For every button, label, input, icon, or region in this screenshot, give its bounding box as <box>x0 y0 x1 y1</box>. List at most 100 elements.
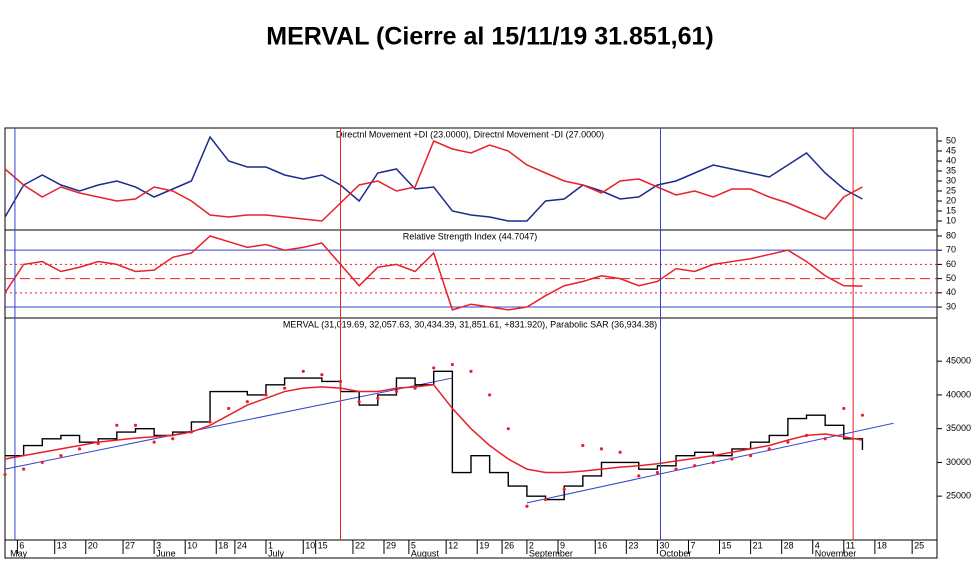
series-line <box>4 140 863 222</box>
y-tick-label: 25 <box>946 185 956 195</box>
month-label: September <box>529 548 573 558</box>
x-tick-label: 4 <box>815 540 820 550</box>
y-tick-label: 30000 <box>946 457 971 467</box>
sar-dot <box>115 423 119 427</box>
x-tick-label: 5 <box>411 540 416 550</box>
sar-dot <box>842 406 846 411</box>
y-tick-label: 40 <box>946 155 956 165</box>
sar-dot <box>767 447 771 451</box>
trend-line <box>4 377 453 470</box>
x-tick-label: 10 <box>305 540 315 550</box>
y-tick-label: 15 <box>946 205 956 215</box>
y-tick-label: 35000 <box>946 423 971 433</box>
y-tick-label: 40 <box>946 287 956 297</box>
month-label: July <box>268 548 285 558</box>
x-tick-label: 16 <box>597 540 607 550</box>
sar-dot <box>693 464 697 468</box>
sar-dot <box>711 460 715 465</box>
sar-dot <box>413 386 417 390</box>
sar-dot <box>171 437 175 441</box>
x-tick-label: 3 <box>156 540 161 550</box>
y-tick-label: 30 <box>946 175 956 185</box>
x-tick-label: 18 <box>218 540 228 550</box>
sar-dot <box>599 447 604 451</box>
x-tick-label: 18 <box>877 540 887 550</box>
sar-dot <box>40 460 44 465</box>
sar-dot <box>152 440 156 444</box>
sar-dot <box>860 413 865 417</box>
x-tick-label: 21 <box>753 540 763 550</box>
series-line <box>4 384 863 474</box>
sar-dot <box>543 497 548 502</box>
x-tick-label: 28 <box>784 540 794 550</box>
x-tick-label: 11 <box>846 540 855 550</box>
sar-dot <box>469 369 473 373</box>
x-tick-label: 12 <box>448 540 458 550</box>
x-tick-label: 27 <box>125 540 135 550</box>
month-label: May <box>10 548 28 558</box>
x-tick-label: 13 <box>57 540 67 550</box>
x-tick-label: 23 <box>628 540 638 550</box>
sar-dot <box>3 472 7 477</box>
x-tick-label: 6 <box>19 540 24 550</box>
y-tick-label: 25000 <box>946 491 971 501</box>
y-tick-label: 20 <box>946 195 956 205</box>
sar-dot <box>320 373 324 377</box>
y-tick-label: 40000 <box>946 389 971 399</box>
x-tick-label: 22 <box>355 540 365 550</box>
sar-dot <box>77 447 82 451</box>
x-tick-label: 15 <box>318 540 328 550</box>
x-tick-label: 7 <box>690 540 695 550</box>
month-label: November <box>815 548 857 558</box>
y-tick-label: 45 <box>946 145 956 155</box>
x-tick-label: 15 <box>722 540 732 550</box>
y-tick-label: 30 <box>946 301 956 311</box>
x-tick-label: 2 <box>529 540 534 550</box>
x-tick-label: 25 <box>914 540 924 550</box>
sar-dot <box>525 504 529 508</box>
sar-dot <box>730 457 734 461</box>
x-tick-label: 10 <box>187 540 197 550</box>
sar-dot <box>562 487 566 491</box>
sar-dot <box>804 433 809 438</box>
sar-dot <box>96 441 100 446</box>
sar-dot <box>618 450 622 454</box>
sar-dot <box>189 430 193 434</box>
month-label: June <box>156 548 176 558</box>
x-tick-label: 1 <box>268 540 273 550</box>
sar-dot <box>376 396 380 400</box>
sar-dot <box>432 366 436 370</box>
sar-dot <box>581 443 585 448</box>
sar-dot <box>22 467 26 471</box>
x-tick-label: 9 <box>560 540 565 550</box>
sar-dot <box>245 400 249 404</box>
y-tick-label: 80 <box>946 230 956 240</box>
y-tick-label: 35 <box>946 165 956 175</box>
sar-dot <box>283 386 287 390</box>
x-tick-label: 20 <box>88 540 98 550</box>
series-line <box>4 135 863 222</box>
sar-dot <box>301 369 305 373</box>
y-tick-label: 10 <box>946 215 956 225</box>
x-tick-label: 30 <box>659 540 669 550</box>
price-line <box>5 370 864 501</box>
sar-dot <box>823 437 827 441</box>
y-tick-label: 45000 <box>946 356 971 366</box>
y-tick-label: 70 <box>946 245 956 255</box>
sar-dot <box>786 440 790 444</box>
panel-title: Relative Strength Index (44.7047) <box>403 231 538 241</box>
month-label: August <box>411 548 440 558</box>
sar-dot <box>655 470 660 475</box>
sar-dot <box>637 474 641 478</box>
trend-line <box>526 422 894 504</box>
series-line <box>4 235 863 311</box>
x-tick-label: 24 <box>237 540 247 550</box>
sar-dot <box>749 454 753 458</box>
sar-dot <box>674 467 678 471</box>
sar-dot <box>227 406 231 411</box>
panel-title: MERVAL (31,019.69, 32,057.63, 30,434.39,… <box>283 319 657 329</box>
sar-dot <box>506 427 510 431</box>
sar-dot <box>264 393 268 397</box>
